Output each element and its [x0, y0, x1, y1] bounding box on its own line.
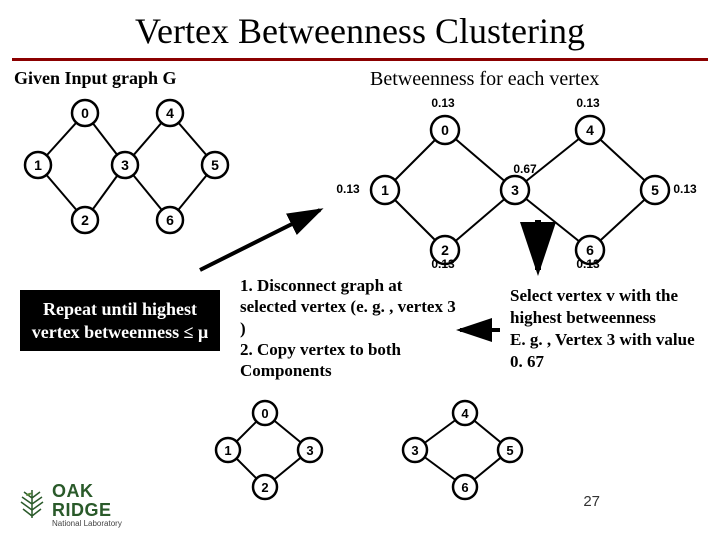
svg-text:4: 4: [586, 122, 594, 138]
svg-text:1: 1: [34, 157, 42, 173]
oakridge-logo: OAK RIDGE National Laboratory: [18, 482, 122, 528]
svg-text:0.67: 0.67: [513, 162, 537, 176]
svg-text:1: 1: [224, 443, 231, 458]
step-text: 1. Disconnect graph at selected vertex (…: [240, 275, 460, 381]
svg-text:2: 2: [441, 242, 449, 258]
svg-text:6: 6: [586, 242, 594, 258]
page-number: 27: [583, 493, 600, 510]
svg-text:6: 6: [166, 212, 174, 228]
svg-text:1: 1: [381, 182, 389, 198]
svg-text:3: 3: [121, 157, 129, 173]
svg-text:4: 4: [461, 406, 469, 421]
slide-title: Vertex Betweenness Clustering: [0, 0, 720, 58]
svg-text:0.13: 0.13: [336, 182, 360, 196]
svg-text:0: 0: [441, 122, 449, 138]
title-rule: [12, 58, 708, 61]
svg-text:2: 2: [261, 480, 268, 495]
svg-text:3: 3: [411, 443, 418, 458]
svg-text:0: 0: [81, 105, 89, 121]
svg-text:0.13: 0.13: [576, 96, 600, 110]
logo-oak: OAK: [52, 481, 94, 501]
graph-split: 0 4 1 3 3 5 2 6: [210, 395, 550, 510]
graph-betweenness: 00.1340.1310.1330.6750.1320.1360.13: [330, 95, 710, 275]
svg-text:0.13: 0.13: [576, 257, 600, 270]
svg-text:5: 5: [651, 182, 659, 198]
svg-text:0: 0: [261, 406, 268, 421]
select-text: Select vertex v with the highest between…: [510, 285, 710, 373]
svg-text:0.13: 0.13: [673, 182, 697, 196]
svg-text:4: 4: [166, 105, 174, 121]
logo-sub: National Laboratory: [52, 520, 122, 528]
svg-text:3: 3: [511, 182, 519, 198]
svg-text:5: 5: [211, 157, 219, 173]
svg-text:0.13: 0.13: [431, 96, 455, 110]
repeat-box: Repeat until highest vertex betweenness …: [20, 290, 220, 351]
betweenness-header: Betweenness for each vertex: [370, 68, 599, 91]
svg-text:0.13: 0.13: [431, 257, 455, 270]
svg-text:6: 6: [461, 480, 468, 495]
logo-ridge: RIDGE: [52, 500, 112, 520]
graph-input: 0 4 1 3 5 2 6: [20, 95, 230, 250]
svg-text:3: 3: [306, 443, 313, 458]
svg-text:5: 5: [506, 443, 513, 458]
svg-text:2: 2: [81, 212, 89, 228]
input-graph-label: Given Input graph G: [14, 68, 177, 89]
